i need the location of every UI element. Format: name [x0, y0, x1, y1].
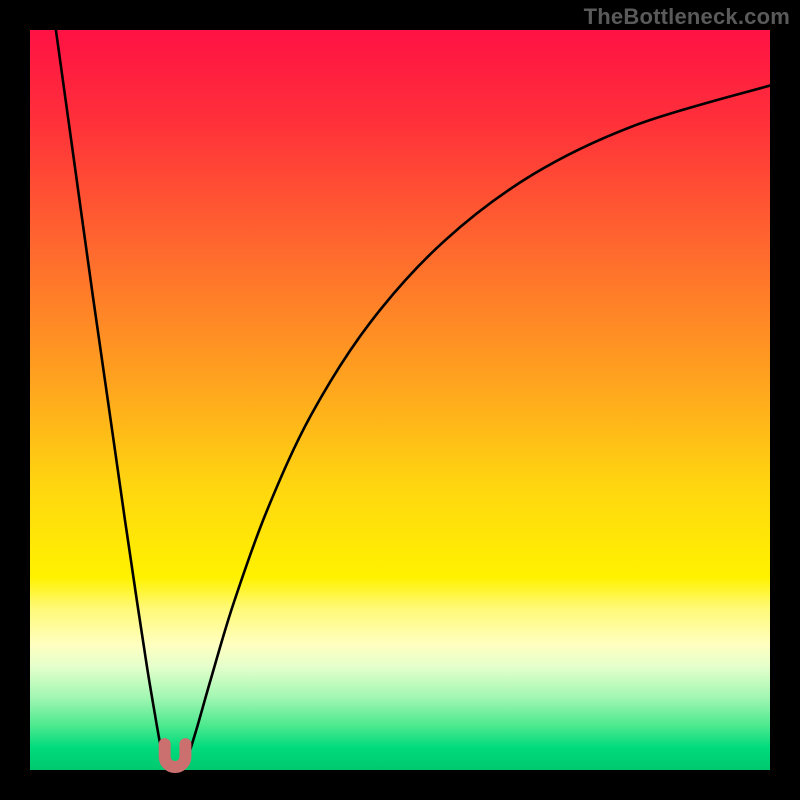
chart-container: TheBottleneck.com [0, 0, 800, 800]
bottleneck-chart [0, 0, 800, 800]
plot-gradient-background [30, 30, 770, 770]
watermark-text: TheBottleneck.com [584, 4, 790, 30]
